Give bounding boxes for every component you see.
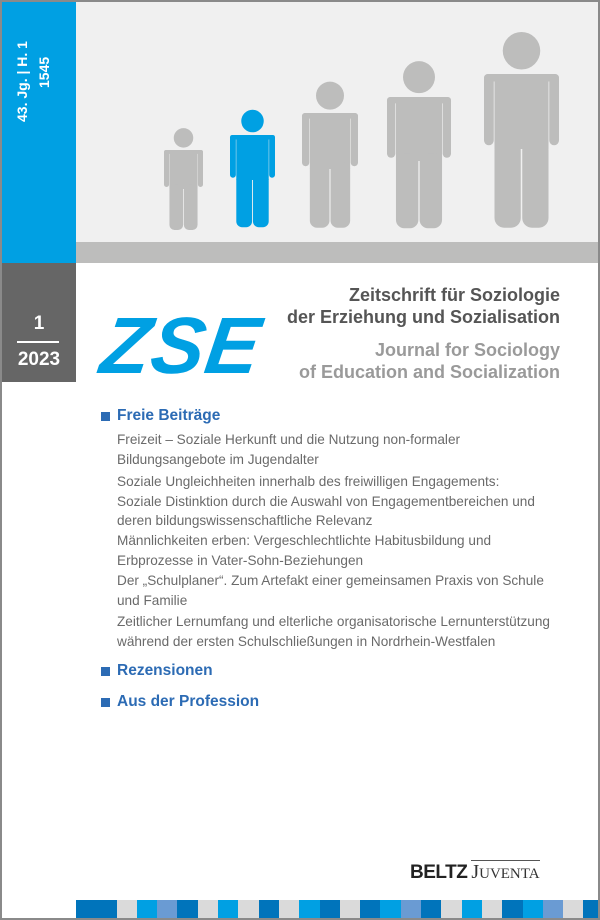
- article-5: Zeitlicher Lernumfang und elterliche org…: [117, 612, 550, 651]
- section-heading-label: Freie Beiträge: [117, 407, 221, 424]
- stripe-block: [218, 900, 239, 918]
- title-de-line: der Erziehung und Sozialisation: [286, 307, 560, 327]
- stripe-block: [421, 900, 442, 918]
- spine-blue-bar: 43. Jg. | H. 1 1545: [2, 2, 76, 263]
- title-de-line: Zeitschrift für Soziologie: [348, 285, 560, 305]
- title-german: Zeitschrift für Soziologie der Erziehung…: [287, 284, 560, 328]
- stripe-block: [136, 900, 158, 918]
- section-heading-label: Aus der Profession: [117, 693, 260, 710]
- issn-number: 1545: [36, 56, 52, 88]
- stripe-block: [583, 900, 598, 918]
- article-line: Soziale Ungleichheiten innerhalb des fre…: [117, 474, 500, 489]
- article-2: Soziale Ungleichheiten innerhalb des fre…: [117, 472, 535, 531]
- stripe-block: [481, 900, 503, 918]
- title-en-line: of Education and Socialization: [298, 362, 560, 382]
- article-line: Der „Schulplaner“. Zum Artefakt einer ge…: [117, 573, 544, 588]
- article-line: Männlichkeiten erben: Vergeschlechtlicht…: [117, 533, 492, 548]
- stripe-block: [360, 900, 381, 918]
- stripe-block: [380, 900, 401, 918]
- issue-divider: [17, 341, 59, 343]
- bullet-square-icon: [101, 666, 110, 676]
- stripe-block: [319, 900, 340, 918]
- hero-illustration: [76, 2, 598, 263]
- stripe-block: [96, 900, 117, 918]
- color-stripe: [76, 900, 598, 918]
- stripe-block: [339, 900, 361, 918]
- article-line: während der ersten Schulschließungen in …: [117, 633, 496, 649]
- issue-number: 1: [33, 313, 45, 334]
- stripe-block: [258, 900, 279, 918]
- bullet-square-icon: [101, 697, 110, 707]
- stripe-block: [502, 900, 523, 918]
- article-line: und Familie: [117, 592, 188, 608]
- stripe-block: [400, 900, 422, 918]
- zse-logo: ZSE: [95, 301, 267, 390]
- article-line: deren bildungswissenschaftliche Relevanz: [117, 513, 373, 528]
- ground-band: [76, 242, 598, 263]
- juventa-rest: UVENTA: [479, 866, 540, 882]
- article-line: Zeitlicher Lernumfang und elterliche org…: [117, 614, 550, 629]
- article-line: Erbprozesse in Vater-Sohn-Beziehungen: [117, 552, 364, 568]
- volume-issue: 43. Jg. | H. 1: [14, 41, 30, 122]
- article-line: Soziale Distinktion durch die Auswahl vo…: [117, 493, 535, 509]
- stripe-block: [522, 900, 543, 918]
- stripe-block: [76, 900, 97, 918]
- publisher-beltz: BELTZ: [410, 862, 468, 883]
- stripe-block: [441, 900, 462, 918]
- publisher-juventa: JUVENTA: [471, 860, 540, 883]
- stripe-block: [157, 900, 178, 918]
- section-heading-rezensionen: Rezensionen: [101, 662, 213, 680]
- title-english: Journal for Sociology of Education and S…: [299, 339, 560, 383]
- section-heading-freie-beitraege: Freie Beiträge: [101, 407, 220, 425]
- article-1: Freizeit – Soziale Herkunft und die Nutz…: [117, 430, 460, 469]
- stripe-block: [177, 900, 198, 918]
- stripe-block: [299, 900, 320, 918]
- section-heading-aus-der-profession: Aus der Profession: [101, 693, 259, 711]
- issue-year: 2023: [17, 349, 61, 370]
- bullet-square-icon: [101, 411, 110, 421]
- title-en-line: Journal for Sociology: [374, 340, 560, 360]
- stripe-block: [563, 900, 584, 918]
- stripe-block: [542, 900, 564, 918]
- stripe-block: [116, 900, 137, 918]
- stripe-block: [197, 900, 219, 918]
- article-4: Der „Schulplaner“. Zum Artefakt einer ge…: [117, 571, 544, 610]
- stripe-block: [461, 900, 482, 918]
- publisher-logo: BELTZ JUVENTA: [410, 860, 540, 884]
- article-line: Freizeit – Soziale Herkunft und die Nutz…: [117, 432, 461, 447]
- stripe-block: [238, 900, 259, 918]
- issue-box: [2, 263, 76, 382]
- stripe-block: [278, 900, 300, 918]
- article-3: Männlichkeiten erben: Vergeschlechtlicht…: [117, 531, 491, 570]
- article-line: Bildungsangebote im Jugendalter: [117, 451, 319, 467]
- juventa-initial: J: [471, 861, 480, 883]
- section-heading-label: Rezensionen: [117, 662, 213, 679]
